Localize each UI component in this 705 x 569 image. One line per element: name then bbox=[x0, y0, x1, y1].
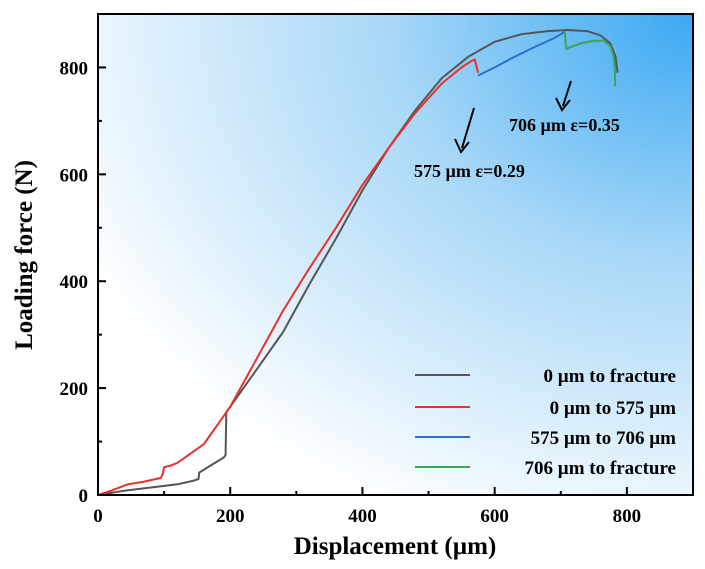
plot-frame bbox=[97, 13, 694, 496]
annotation-label: 706 µm ε=0.35 bbox=[509, 115, 620, 135]
y-tick-label: 400 bbox=[60, 272, 89, 293]
legend-label: 575 µm to 706 µm bbox=[531, 428, 677, 449]
y-tick-label: 200 bbox=[60, 379, 89, 400]
x-axis-title: Displacement (µm) bbox=[294, 533, 497, 560]
annotation-arrowhead bbox=[454, 138, 470, 154]
legend-item: 0 µm to fracture bbox=[415, 366, 676, 387]
legend-label: 0 µm to 575 µm bbox=[550, 398, 677, 419]
y-tick-label: 800 bbox=[60, 58, 89, 79]
y-tick-label: 0 bbox=[79, 486, 89, 507]
plot-background bbox=[98, 14, 693, 495]
x-tick-label: 800 bbox=[613, 506, 642, 527]
annotation-arrow-line bbox=[461, 107, 475, 149]
legend-label: 706 µm to fracture bbox=[525, 458, 676, 479]
x-tick-label: 400 bbox=[348, 506, 377, 527]
x-tick-labels: 0 200 400 600 800 bbox=[93, 506, 641, 527]
y-tick-labels: 0 200 400 600 800 bbox=[60, 58, 89, 507]
y-axis-title: Loading force (N) bbox=[11, 160, 38, 350]
annotation-575: 575 µm ε=0.29 bbox=[414, 107, 525, 181]
legend-item: 706 µm to fracture bbox=[415, 458, 676, 479]
legend-label: 0 µm to fracture bbox=[544, 366, 676, 387]
series-line-0 bbox=[97, 29, 619, 496]
series-line-1 bbox=[97, 58, 480, 496]
legend: 0 µm to fracture 0 µm to 575 µm 575 µm t… bbox=[415, 366, 676, 479]
annotation-arrow-line bbox=[562, 80, 572, 107]
legend-item: 575 µm to 706 µm bbox=[415, 428, 676, 449]
x-tick-label: 0 bbox=[93, 506, 103, 527]
series-lines bbox=[97, 29, 619, 496]
series-line-3 bbox=[563, 31, 616, 87]
y-tick-label: 600 bbox=[60, 165, 89, 186]
annotation-706: 706 µm ε=0.35 bbox=[509, 80, 620, 135]
legend-item: 0 µm to 575 µm bbox=[415, 398, 676, 419]
x-tick-label: 600 bbox=[480, 506, 509, 527]
x-tick-label: 200 bbox=[216, 506, 245, 527]
annotation-arrowhead bbox=[555, 97, 571, 112]
annotation-label: 575 µm ε=0.29 bbox=[414, 161, 525, 181]
